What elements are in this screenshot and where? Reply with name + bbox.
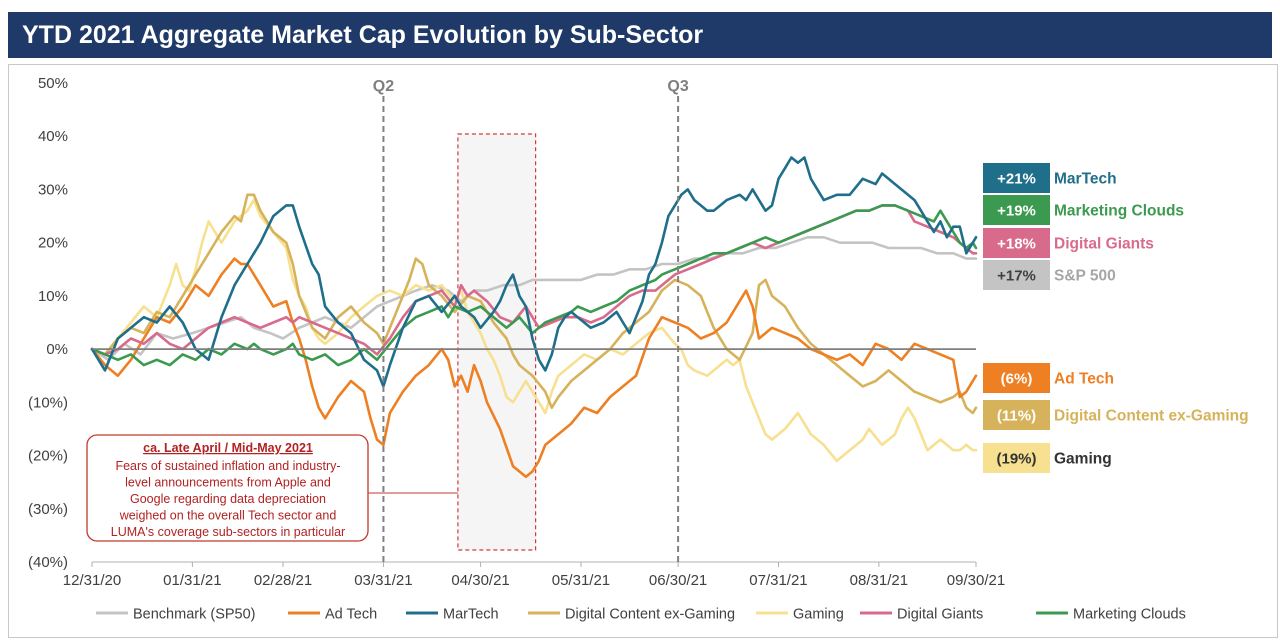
end-value-label-benchmark-sp50-: +17%	[997, 268, 1036, 285]
legend-label-digital-giants: Digital Giants	[897, 607, 983, 623]
series-line-martech	[90, 156, 978, 388]
series-line-ad-tech	[90, 257, 978, 479]
y-tick-label: 20%	[38, 235, 68, 252]
series-layer	[90, 156, 978, 479]
y-tick-label: (30%)	[28, 501, 68, 518]
end-value-label-ad-tech: (6%)	[1001, 371, 1033, 388]
y-tick-label: 50%	[38, 75, 68, 92]
quarter-marker-label: Q2	[373, 78, 394, 95]
annotation-body-line: Fears of sustained inflation and industr…	[115, 459, 340, 473]
annotation-body-line: level announcements from Apple and	[125, 476, 331, 490]
end-value-box-martech	[983, 163, 1050, 193]
chart-frame	[8, 64, 1278, 638]
legend-label-ad-tech: Ad Tech	[325, 607, 377, 623]
annotation-body-line: Google regarding data depreciation	[130, 492, 326, 506]
end-value-label-gaming: (19%)	[996, 451, 1036, 468]
annotation-body: Fears of sustained inflation and industr…	[111, 459, 345, 539]
legend-layer: Benchmark (SP50) Ad Tech MarTech Digital Co…	[96, 607, 1186, 623]
annotation-heading: ca. Late April / Mid-May 2021	[143, 441, 313, 455]
title-bar: YTD 2021 Aggregate Market Cap Evolution …	[8, 12, 1272, 58]
end-value-box-digital-giants	[983, 228, 1050, 258]
axes-layer: 50% 40% 30% 20% 10% 0% (10%) (20%) (30%) (40%)12/…	[28, 75, 1005, 589]
end-value-label-marketing-clouds: +19%	[997, 203, 1036, 220]
quarter-marker-label: Q3	[667, 78, 688, 95]
x-tick-label: 07/31/21	[749, 572, 807, 589]
x-tick-label: 12/31/20	[63, 572, 121, 589]
end-name-label-digital-giants: Digital Giants	[1054, 236, 1154, 253]
series-line-gaming	[90, 198, 978, 463]
end-value-box-ad-tech	[983, 363, 1050, 393]
end-value-label-digital-giants: +18%	[997, 236, 1036, 253]
end-name-label-gaming: Gaming	[1054, 451, 1112, 468]
end-value-label-digital-content-ex-gaming: (11%)	[997, 408, 1036, 425]
x-tick-label: 04/30/21	[451, 572, 509, 589]
annotation-body-line: weighed on the overall Tech sector and	[119, 509, 337, 523]
end-labels-layer: +21% MarTech +19% Marketing Clouds +18% Digit…	[983, 163, 1249, 473]
y-tick-label: (40%)	[28, 554, 68, 571]
y-tick-label: 30%	[38, 181, 68, 198]
legend-label-marketing-clouds: Marketing Clouds	[1073, 607, 1186, 623]
series-line-marketing-clouds	[90, 204, 978, 367]
end-value-box-gaming	[983, 443, 1050, 473]
legend-label-gaming: Gaming	[793, 607, 844, 623]
annotation-layer: ca. Late April / Mid-May 2021 Fears of su…	[86, 133, 537, 551]
x-tick-label: 09/30/21	[947, 572, 1005, 589]
legend-label-martech: MarTech	[443, 607, 499, 623]
x-tick-label: 02/28/21	[254, 572, 312, 589]
end-value-box-digital-content-ex-gaming	[983, 400, 1050, 430]
y-tick-label: (20%)	[28, 448, 68, 465]
legend-label-benchmark-sp50-: Benchmark (SP50)	[133, 607, 256, 623]
x-tick-label: 03/31/21	[354, 572, 412, 589]
y-tick-label: (10%)	[28, 394, 68, 411]
legend-label-digital-content-ex-gaming: Digital Content ex-Gaming	[565, 607, 735, 623]
end-value-label-martech: +21%	[997, 171, 1036, 188]
end-name-label-benchmark-sp50-: S&P 500	[1054, 268, 1116, 285]
page-title: YTD 2021 Aggregate Market Cap Evolution …	[22, 21, 704, 49]
y-tick-label: 10%	[38, 288, 68, 305]
end-name-label-ad-tech: Ad Tech	[1054, 371, 1114, 388]
y-tick-label: 0%	[46, 341, 68, 358]
annotation-highlight-box	[457, 133, 537, 551]
y-tick-label: 40%	[38, 128, 68, 145]
x-tick-label: 08/31/21	[850, 572, 908, 589]
x-tick-label: 05/31/21	[552, 572, 610, 589]
end-value-box-benchmark-sp50-	[983, 260, 1050, 290]
annotation-callout-box	[86, 434, 369, 542]
end-name-label-martech: MarTech	[1054, 171, 1117, 188]
end-value-box-marketing-clouds	[983, 195, 1050, 225]
end-name-label-digital-content-ex-gaming: Digital Content ex-Gaming	[1054, 408, 1249, 425]
x-tick-label: 06/30/21	[649, 572, 707, 589]
x-tick-label: 01/31/21	[163, 572, 221, 589]
series-line-digital-content-ex-gaming	[90, 193, 978, 415]
annotation-body-line: LUMA's coverage sub-sectors in particula…	[111, 525, 345, 539]
end-name-label-marketing-clouds: Marketing Clouds	[1054, 203, 1184, 220]
